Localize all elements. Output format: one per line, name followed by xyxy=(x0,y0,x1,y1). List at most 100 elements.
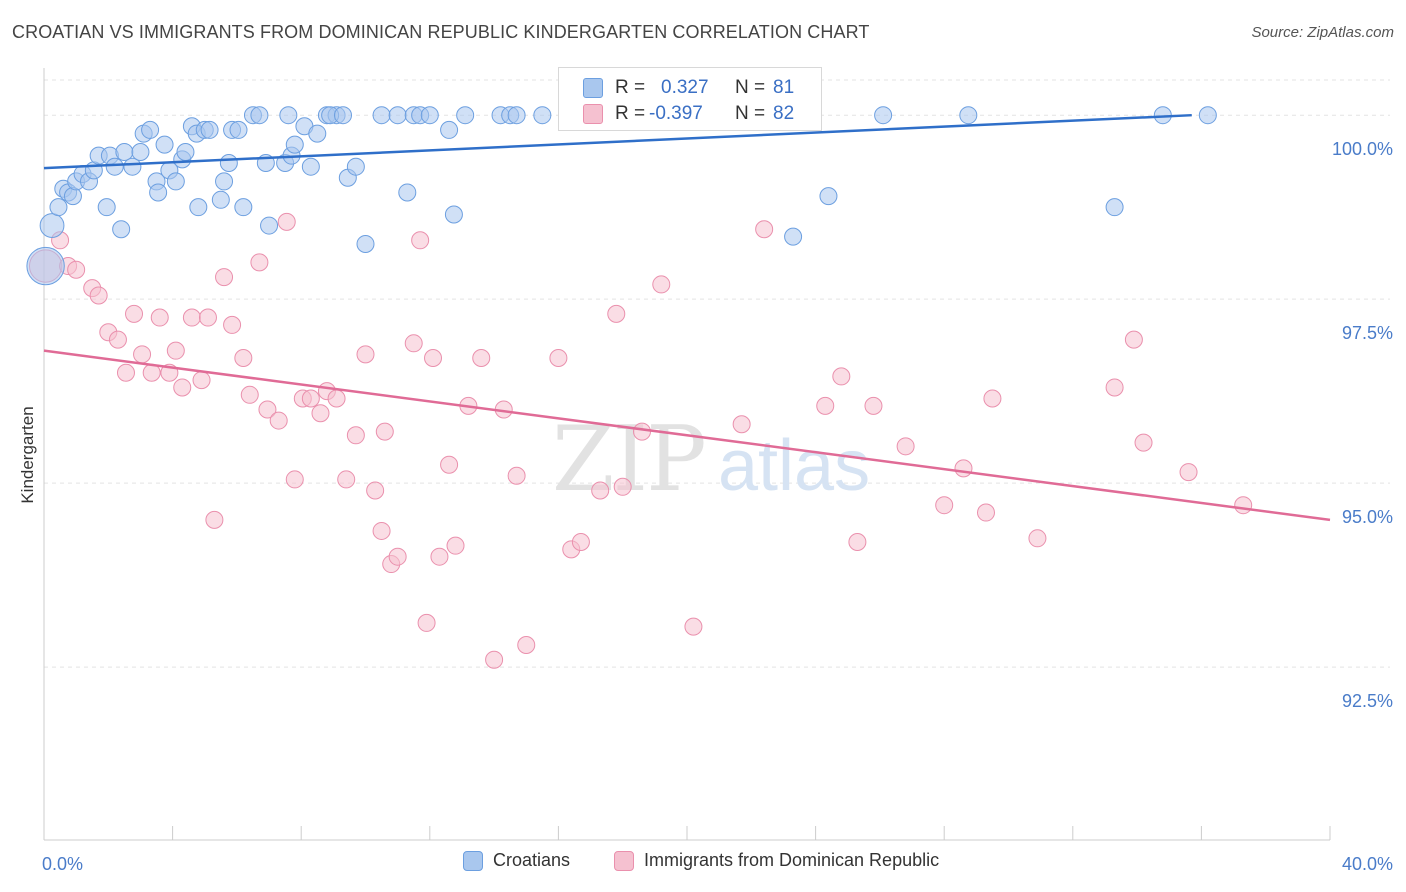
point-immigrants xyxy=(372,521,391,540)
point-immigrants xyxy=(311,404,330,423)
point-croatians xyxy=(301,157,320,176)
point-immigrants xyxy=(976,503,995,522)
legend-label-croatians: Croatians xyxy=(493,850,571,870)
point-croatians xyxy=(39,213,65,238)
point-immigrants xyxy=(517,636,536,654)
pink-swatch xyxy=(614,850,634,871)
point-immigrants xyxy=(684,617,703,636)
point-croatians xyxy=(63,187,82,206)
legend: Croatians Immigrants from Dominican Repu… xyxy=(0,850,1406,880)
y-tick-labels: 92.5% 95.0% 97.5% 100.0% xyxy=(1332,139,1393,711)
watermark-zip: ZIP xyxy=(552,407,705,512)
point-immigrants xyxy=(1124,330,1143,349)
trend-line-immigrants xyxy=(43,349,1331,522)
point-croatians xyxy=(260,216,279,235)
point-croatians xyxy=(176,142,195,161)
point-croatians xyxy=(440,120,459,139)
point-croatians xyxy=(388,106,407,125)
point-croatians xyxy=(356,234,375,253)
point-immigrants xyxy=(954,459,973,478)
point-immigrants xyxy=(896,437,915,456)
point-immigrants xyxy=(1179,463,1198,482)
point-immigrants xyxy=(832,367,851,386)
point-croatians xyxy=(200,120,219,139)
point-immigrants xyxy=(277,212,296,231)
point-croatians xyxy=(874,106,893,125)
point-immigrants xyxy=(388,547,407,566)
y-tick-label: 97.5% xyxy=(1342,323,1393,343)
axes xyxy=(43,68,1331,841)
point-immigrants xyxy=(301,389,320,408)
point-immigrants xyxy=(116,363,135,382)
point-immigrants xyxy=(269,411,288,430)
point-immigrants xyxy=(192,371,211,390)
watermark: ZIP atlas xyxy=(552,407,870,512)
point-croatians xyxy=(112,220,131,239)
point-immigrants xyxy=(1234,496,1253,515)
n-label: N = xyxy=(735,103,766,124)
point-immigrants xyxy=(935,496,954,515)
point-immigrants xyxy=(250,253,269,272)
n-label: N = xyxy=(735,77,766,98)
point-immigrants xyxy=(67,260,86,279)
point-croatians xyxy=(219,154,238,173)
x-tick-label: 40.0% xyxy=(1342,854,1393,874)
point-immigrants xyxy=(240,385,259,404)
point-croatians xyxy=(1198,106,1217,125)
pink-swatch xyxy=(583,104,603,124)
point-croatians xyxy=(784,227,803,246)
stats-legend: R = 0.327 N = 81 R = -0.397 N = 82 xyxy=(558,67,822,131)
y-tick-label: 100.0% xyxy=(1332,139,1393,159)
legend-label-immigrants: Immigrants from Dominican Republic xyxy=(644,850,940,870)
point-immigrants xyxy=(234,349,253,368)
x-tick-labels: 0.0% 40.0% xyxy=(42,854,1393,874)
point-croatians xyxy=(211,190,230,209)
n-value: 82 xyxy=(773,103,795,124)
blue-swatch xyxy=(583,78,603,98)
point-croatians xyxy=(333,106,352,125)
point-immigrants xyxy=(366,481,385,500)
point-croatians xyxy=(131,142,150,161)
point-croatians xyxy=(215,172,234,191)
point-croatians xyxy=(507,106,526,125)
point-immigrants xyxy=(591,481,610,500)
point-croatians xyxy=(149,183,168,202)
point-croatians xyxy=(123,157,142,176)
point-immigrants xyxy=(1105,378,1124,397)
r-value: -0.397 xyxy=(649,103,703,124)
n-value: 81 xyxy=(773,77,795,98)
point-immigrants xyxy=(848,532,867,551)
point-immigrants xyxy=(430,547,449,566)
watermark-atlas: atlas xyxy=(718,426,870,506)
point-croatians xyxy=(1105,198,1124,217)
point-croatians xyxy=(444,205,463,224)
point-immigrants xyxy=(732,415,751,434)
point-croatians xyxy=(229,120,248,139)
point-immigrants xyxy=(613,477,632,496)
point-croatians xyxy=(250,106,269,125)
point-croatians xyxy=(234,198,253,217)
point-immigrants xyxy=(89,286,108,305)
point-immigrants xyxy=(755,220,774,239)
point-immigrants xyxy=(446,536,465,555)
point-croatians xyxy=(155,135,174,154)
point-immigrants xyxy=(125,304,144,323)
point-croatians xyxy=(141,120,160,139)
r-value: 0.327 xyxy=(661,77,709,98)
source-label: Source: ZipAtlas.com xyxy=(1251,24,1394,41)
point-immigrants xyxy=(607,304,626,323)
point-immigrants xyxy=(327,389,346,408)
r-label: R = xyxy=(615,103,646,124)
point-croatians xyxy=(189,198,208,217)
point-immigrants xyxy=(285,470,304,489)
legend-item-croatians[interactable]: Croatians xyxy=(463,850,570,871)
point-immigrants xyxy=(424,349,443,368)
point-immigrants xyxy=(346,426,365,445)
point-croatians xyxy=(26,246,65,286)
point-croatians xyxy=(166,172,185,191)
point-immigrants xyxy=(440,455,459,474)
legend-item-immigrants[interactable]: Immigrants from Dominican Republic xyxy=(614,850,939,871)
point-croatians xyxy=(819,187,838,206)
point-immigrants xyxy=(215,268,234,287)
